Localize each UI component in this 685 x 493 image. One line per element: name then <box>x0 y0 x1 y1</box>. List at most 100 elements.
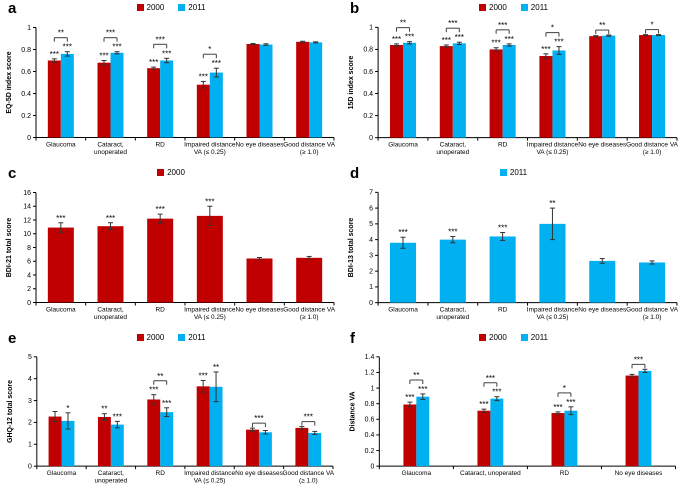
y-tick-label: 0.2 <box>363 113 373 120</box>
x-axis-label: No eye diseases <box>235 470 283 477</box>
x-axis-label: No eye diseases <box>578 142 627 149</box>
legend-label: 2000 <box>489 3 507 12</box>
significance-stars: * <box>551 24 554 33</box>
significance-stars: *** <box>254 414 263 423</box>
x-axis-label: RD <box>498 142 508 149</box>
x-axis-label: Impaired distance <box>184 142 236 149</box>
x-axis-label: unoperated <box>94 314 127 321</box>
significance-stars: *** <box>479 400 488 409</box>
bar <box>403 404 417 467</box>
legend-item: 2011 <box>520 333 548 342</box>
y-axis-title: BDI-21 total score <box>6 218 13 278</box>
legend-swatch-icon <box>499 169 507 176</box>
bar <box>308 432 322 467</box>
significance-stars: *** <box>392 35 401 44</box>
x-axis-label: Impaired distance <box>527 142 579 149</box>
bar <box>147 218 174 303</box>
panel-c: c 2000 0 2 4 6 8 10 12 14 16 BDI-21 total score **… <box>0 165 342 330</box>
bar <box>209 386 223 467</box>
significance-stars: *** <box>634 355 643 364</box>
legend-label: 2011 <box>188 333 206 342</box>
bar <box>246 429 259 467</box>
x-axis-label: RD <box>156 470 166 477</box>
bar <box>110 424 124 467</box>
bar <box>439 239 466 303</box>
bar <box>147 399 161 467</box>
legend-label: 2000 <box>167 168 185 177</box>
bar <box>196 215 223 303</box>
y-axis-title: Distance VA <box>349 392 356 432</box>
bar <box>60 53 74 138</box>
y-axis-title: 15D index score <box>348 56 355 110</box>
bar <box>258 432 272 467</box>
y-tick-label: 0.8 <box>363 47 373 54</box>
y-tick-label: 0 <box>369 300 373 307</box>
significance-stars: *** <box>418 385 427 394</box>
legend-item: 2011 <box>178 333 206 342</box>
bar <box>552 50 566 138</box>
legend-swatch-icon <box>157 169 165 176</box>
significance-stars: *** <box>205 197 214 206</box>
y-tick-label: 0 <box>370 463 374 470</box>
bar <box>477 410 491 467</box>
x-axis-label: RD <box>155 142 165 149</box>
x-axis-label: Good distance VA <box>283 142 336 149</box>
panel-f: f 2000 2011 0 0.2 0.4 0.6 0.8 1 1.2 1.4 Distance … <box>342 330 685 493</box>
x-axis-label: VA (≤ 0.25) <box>194 314 226 321</box>
significance-stars: *** <box>554 38 563 47</box>
significance-stars: *** <box>212 59 221 68</box>
bar <box>416 396 430 467</box>
y-tick-label: 0.8 <box>365 401 375 408</box>
x-axis-label: Glaucoma <box>402 470 432 477</box>
y-tick-label: 1.4 <box>365 354 375 361</box>
legend: 2000 <box>0 168 342 177</box>
x-axis-label: unoperated <box>436 314 469 321</box>
y-tick-label: 4 <box>369 237 373 244</box>
panel-letter: a <box>8 0 17 17</box>
y-tick-label: 2 <box>369 268 373 275</box>
bar <box>452 43 466 138</box>
significance-stars: *** <box>541 45 550 54</box>
bar <box>209 72 223 138</box>
significance-stars: *** <box>304 413 313 422</box>
y-tick-label: 14 <box>23 204 31 211</box>
x-axis-label: VA (≤ 0.25) <box>536 149 568 156</box>
y-tick-label: 0 <box>27 135 31 142</box>
legend-swatch-icon <box>520 4 528 11</box>
y-tick-label: 1 <box>369 284 373 291</box>
y-tick-label: 6 <box>369 205 373 212</box>
x-axis-label: Impaired distance <box>527 307 579 314</box>
y-tick-label: 0.4 <box>21 91 31 98</box>
x-axis-label: No eye diseases <box>615 470 663 477</box>
bar <box>246 44 260 138</box>
significance-stars: *** <box>504 35 513 44</box>
y-tick-label: 0.6 <box>21 69 31 76</box>
x-axis-label: (≥ 1.0) <box>300 314 319 321</box>
legend-item: 2000 <box>479 3 507 12</box>
legend-item: 2011 <box>520 3 548 12</box>
significance-stars: *** <box>442 36 451 45</box>
significance-stars: *** <box>491 39 500 48</box>
bar <box>490 398 504 467</box>
y-axis-title: BDI-13 total score <box>348 218 355 278</box>
y-tick-label: 12 <box>23 217 31 224</box>
significance-stars: *** <box>398 228 407 237</box>
significance-stars: *** <box>455 33 464 42</box>
panel-letter: d <box>350 165 360 182</box>
panel-letter: b <box>350 0 360 17</box>
legend-label: 2000 <box>489 333 507 342</box>
x-axis-label: No eye diseases <box>235 307 284 314</box>
significance-stars: ** <box>599 21 605 30</box>
y-tick-label: 0 <box>27 300 31 307</box>
bar <box>110 52 124 138</box>
y-tick-label: 1 <box>370 385 374 392</box>
x-axis-label: VA (≤ 0.25) <box>536 314 568 321</box>
significance-stars: *** <box>448 19 457 28</box>
legend-swatch-icon <box>479 334 486 341</box>
bar <box>602 35 616 138</box>
x-axis-label: Glaucoma <box>46 142 76 149</box>
bar <box>639 35 653 138</box>
legend-item: 2000 <box>479 333 507 342</box>
